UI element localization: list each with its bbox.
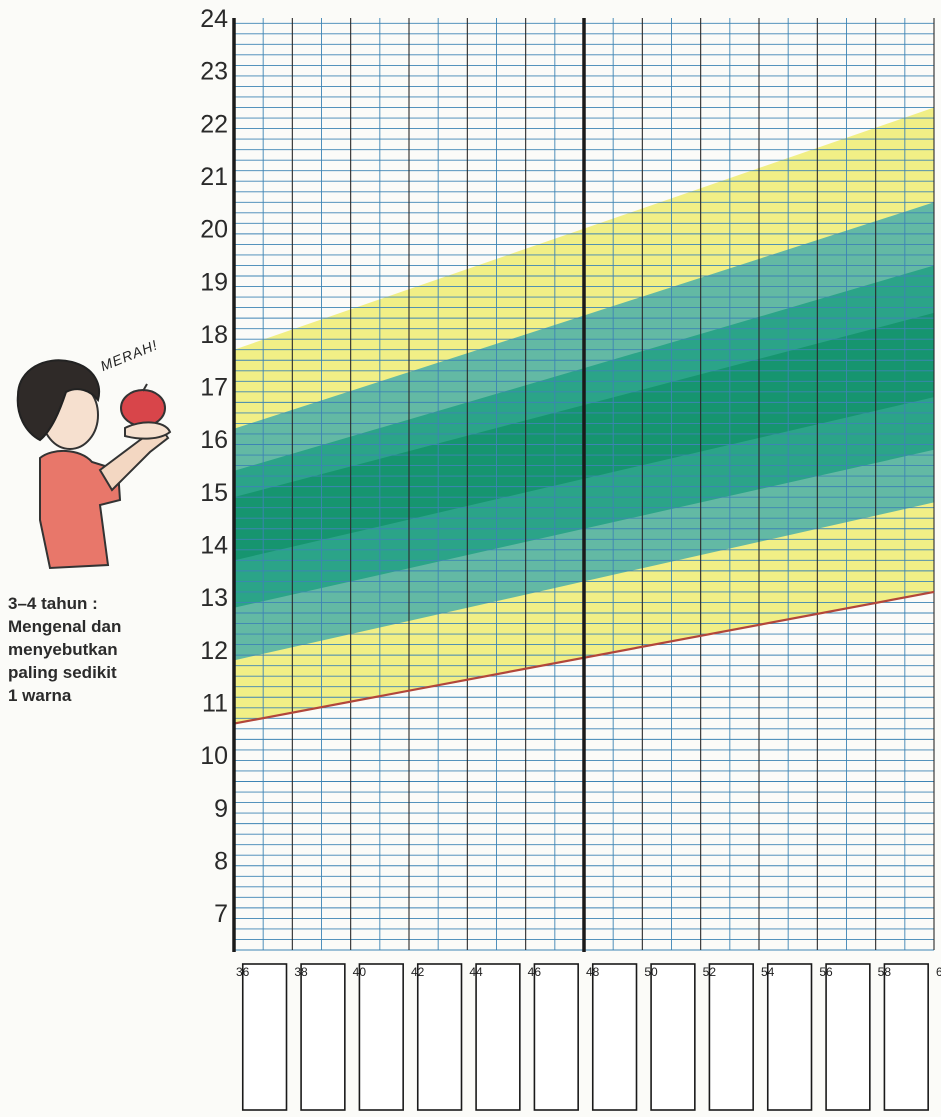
y-tick-label: 14: [200, 532, 228, 560]
y-tick-label: 8: [214, 847, 228, 875]
month-cell: [241, 963, 288, 1111]
month-cell: [475, 963, 521, 1111]
apple: [120, 389, 166, 427]
x-tick-label: 56: [819, 965, 833, 979]
y-tick-label: 13: [200, 584, 228, 612]
y-tick-label: 18: [200, 321, 228, 349]
child-shirt: [39, 450, 122, 570]
x-tick-label: 38: [294, 965, 308, 979]
child-hair: [16, 359, 100, 442]
y-tick-label: 11: [202, 690, 228, 718]
chart-axes: [232, 18, 586, 952]
y-tick-label: 10: [200, 742, 228, 770]
y-tick-label: 19: [200, 268, 228, 296]
milestone-line-5: 1 warna: [8, 686, 72, 705]
apple-stem: [142, 383, 148, 392]
y-tick-label: 20: [200, 216, 228, 244]
month-cell: [358, 963, 404, 1111]
x-tick-label: 36: [236, 965, 250, 979]
milestone-line-2: Mengenal dan: [8, 617, 122, 636]
y-tick-label: 21: [200, 163, 228, 191]
x-tick-label: 58: [878, 965, 892, 979]
y-tick-label: 24: [200, 5, 228, 33]
child-arm: [98, 424, 170, 492]
milestone-line-4: paling sedikit: [8, 663, 117, 682]
month-cell: [708, 963, 754, 1111]
x-tick-label: 50: [644, 965, 658, 979]
x-tick-label: 54: [761, 965, 775, 979]
y-tick-label: 22: [200, 110, 228, 138]
x-tick-label: 42: [411, 965, 425, 979]
x-tick-label: 52: [703, 965, 717, 979]
illustration-child-with-apple: [16, 359, 172, 570]
month-cell: [766, 963, 813, 1111]
y-tick-label: 23: [200, 58, 228, 86]
y-tick-label: 15: [200, 479, 228, 507]
milestone-description: 3–4 tahun : Mengenal dan menyebutkan pal…: [8, 592, 183, 707]
month-cell: [825, 963, 871, 1111]
x-tick-label: 60: [936, 965, 941, 979]
x-tick-label: 44: [469, 965, 483, 979]
y-tick-label: 9: [214, 795, 228, 823]
x-tick-label: 46: [528, 965, 542, 979]
x-tick-label: 48: [586, 965, 600, 979]
y-tick-label: 16: [200, 426, 228, 454]
month-cell: [591, 963, 638, 1111]
month-cell: [300, 963, 346, 1111]
x-tick-label: 40: [353, 965, 367, 979]
y-tick-label: 12: [200, 637, 228, 665]
y-tick-label: 17: [200, 374, 228, 402]
x-axis-month-strip: 36 38 40 42 44 46 48 50 52 54 56 58 60: [236, 963, 941, 1111]
month-cell: [650, 963, 696, 1111]
month-cell: [533, 963, 579, 1111]
y-axis-tick-labels: 7 8 9 10 11 12 13 14 15 16 17 18 19 20 21 22 23 24: [200, 5, 228, 928]
child-hands: [124, 421, 172, 440]
milestone-line-3: menyebutkan: [8, 640, 118, 659]
milestone-line-1: 3–4 tahun :: [8, 594, 98, 613]
y-tick-label: 7: [214, 900, 228, 928]
month-cell: [416, 963, 463, 1111]
month-cell: [883, 963, 929, 1111]
